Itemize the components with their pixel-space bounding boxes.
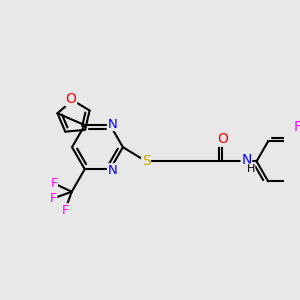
Text: N: N — [108, 164, 117, 177]
Text: F: F — [61, 204, 69, 217]
Text: N: N — [241, 153, 252, 167]
Text: F: F — [294, 120, 300, 134]
Text: S: S — [142, 154, 151, 168]
Text: H: H — [247, 164, 255, 174]
Text: O: O — [66, 92, 76, 106]
Text: O: O — [217, 132, 228, 146]
Text: F: F — [50, 192, 57, 205]
Text: F: F — [50, 177, 57, 190]
Text: N: N — [108, 118, 117, 130]
